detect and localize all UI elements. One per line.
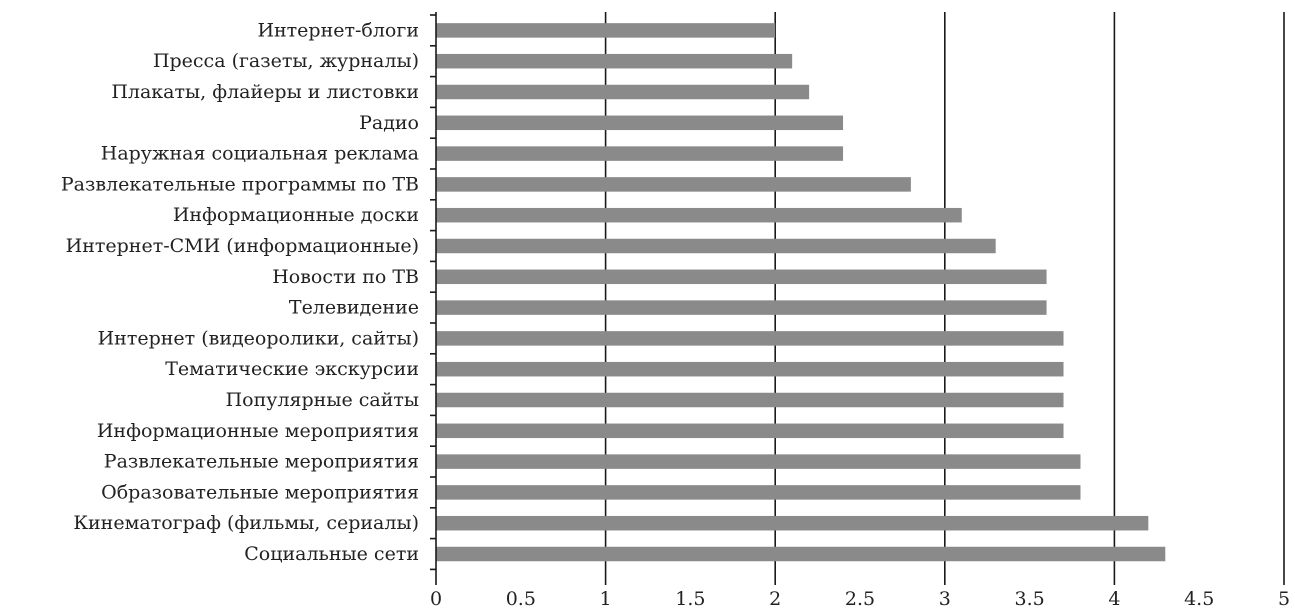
bar	[436, 269, 1047, 285]
category-label: Информационные мероприятия	[97, 420, 419, 442]
category-label: Интернет-блоги	[257, 19, 419, 41]
bar	[436, 454, 1081, 469]
x-tick-label: 4	[1108, 588, 1120, 610]
bar	[436, 485, 1081, 500]
x-tick-label: 0	[430, 588, 442, 610]
axes	[430, 12, 437, 585]
bar	[436, 331, 1064, 346]
category-label: Тематические экскурсии	[165, 358, 419, 380]
category-label: Образовательные мероприятия	[101, 481, 419, 503]
bar	[436, 23, 776, 38]
bar	[436, 361, 1064, 377]
x-tick-labels: 0 0.5 1 1.5 2 2.5 3 3.5 4 4.5 5	[430, 588, 1290, 610]
category-label: Радио	[359, 112, 419, 134]
bar	[436, 146, 844, 161]
x-tick-label: 0.5	[506, 588, 536, 610]
category-label: Телевидение	[289, 297, 419, 319]
category-label: Развлекательные программы по ТВ	[61, 173, 419, 195]
x-tick-label: 2.5	[845, 588, 875, 610]
x-tick-label: 1	[600, 588, 612, 610]
category-label: Кинематограф (фильмы, сериалы)	[73, 512, 419, 534]
bar	[436, 53, 793, 69]
category-label: Наружная социальная реклама	[101, 143, 419, 165]
category-label: Информационные доски	[173, 204, 419, 226]
x-tick-label: 1.5	[675, 588, 705, 610]
x-tick-label: 3.5	[1014, 588, 1044, 610]
x-tick-label: 5	[1278, 588, 1290, 610]
category-labels: Интернет-блоги Пресса (газеты, журналы) Пл…	[61, 19, 419, 565]
category-label: Пресса (газеты, журналы)	[153, 50, 419, 72]
bars	[436, 23, 1166, 562]
bar	[436, 177, 911, 192]
bar	[436, 207, 962, 223]
bar	[436, 546, 1166, 562]
x-tick-label: 3	[939, 588, 951, 610]
category-label: Развлекательные мероприятия	[104, 451, 419, 473]
x-tick-label: 2	[769, 588, 781, 610]
x-tick-label: 4.5	[1184, 588, 1214, 610]
category-label: Интернет-СМИ (информационные)	[66, 235, 419, 257]
bar	[436, 115, 844, 131]
bar	[436, 300, 1047, 315]
category-label: Интернет (видеоролики, сайты)	[98, 327, 419, 349]
category-label: Популярные сайты	[226, 389, 419, 411]
category-label: Плакаты, флайеры и листовки	[111, 81, 419, 103]
bar	[436, 84, 810, 100]
bar	[436, 515, 1149, 531]
bar	[436, 392, 1064, 408]
bar	[436, 238, 996, 254]
category-label: Новости по ТВ	[272, 266, 419, 288]
category-label: Социальные сети	[244, 543, 419, 565]
bar	[436, 423, 1064, 439]
